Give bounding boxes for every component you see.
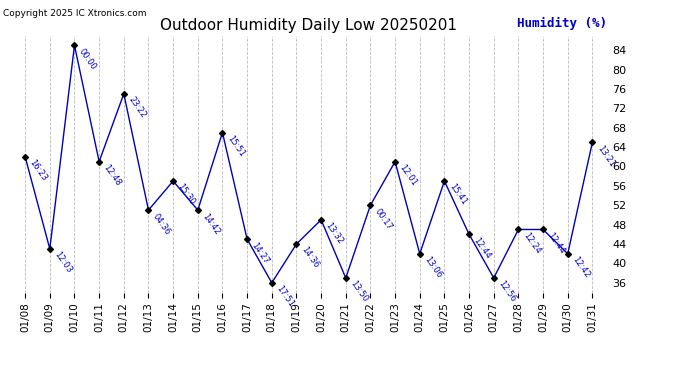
Text: 12:48: 12:48 (102, 163, 123, 188)
Text: 12:56: 12:56 (497, 279, 518, 304)
Text: 15:30: 15:30 (176, 182, 197, 207)
Text: 12:44: 12:44 (472, 236, 493, 260)
Text: 14:42: 14:42 (201, 211, 221, 236)
Text: 13:50: 13:50 (348, 279, 370, 304)
Text: 15:51: 15:51 (225, 134, 246, 159)
Text: 00:17: 00:17 (373, 207, 394, 231)
Text: 14:27: 14:27 (250, 241, 271, 265)
Text: Copyright 2025 IC Xtronics.com: Copyright 2025 IC Xtronics.com (3, 9, 147, 18)
Text: 12:44: 12:44 (546, 231, 567, 255)
Text: 23:22: 23:22 (126, 95, 148, 120)
Text: 15:41: 15:41 (447, 182, 469, 207)
Text: 12:42: 12:42 (571, 255, 591, 280)
Text: 12:03: 12:03 (52, 250, 74, 275)
Text: 14:36: 14:36 (299, 245, 320, 270)
Title: Outdoor Humidity Daily Low 20250201: Outdoor Humidity Daily Low 20250201 (160, 18, 457, 33)
Text: Humidity (%): Humidity (%) (518, 17, 607, 30)
Text: 13:06: 13:06 (422, 255, 444, 280)
Text: 12:01: 12:01 (398, 163, 419, 188)
Text: 13:32: 13:32 (324, 221, 345, 246)
Text: 04:36: 04:36 (151, 211, 172, 236)
Text: 17:51: 17:51 (275, 284, 295, 309)
Text: 00:00: 00:00 (77, 47, 98, 71)
Text: 12:24: 12:24 (521, 231, 542, 255)
Text: 16:23: 16:23 (28, 158, 49, 183)
Text: 13:21: 13:21 (595, 144, 616, 168)
